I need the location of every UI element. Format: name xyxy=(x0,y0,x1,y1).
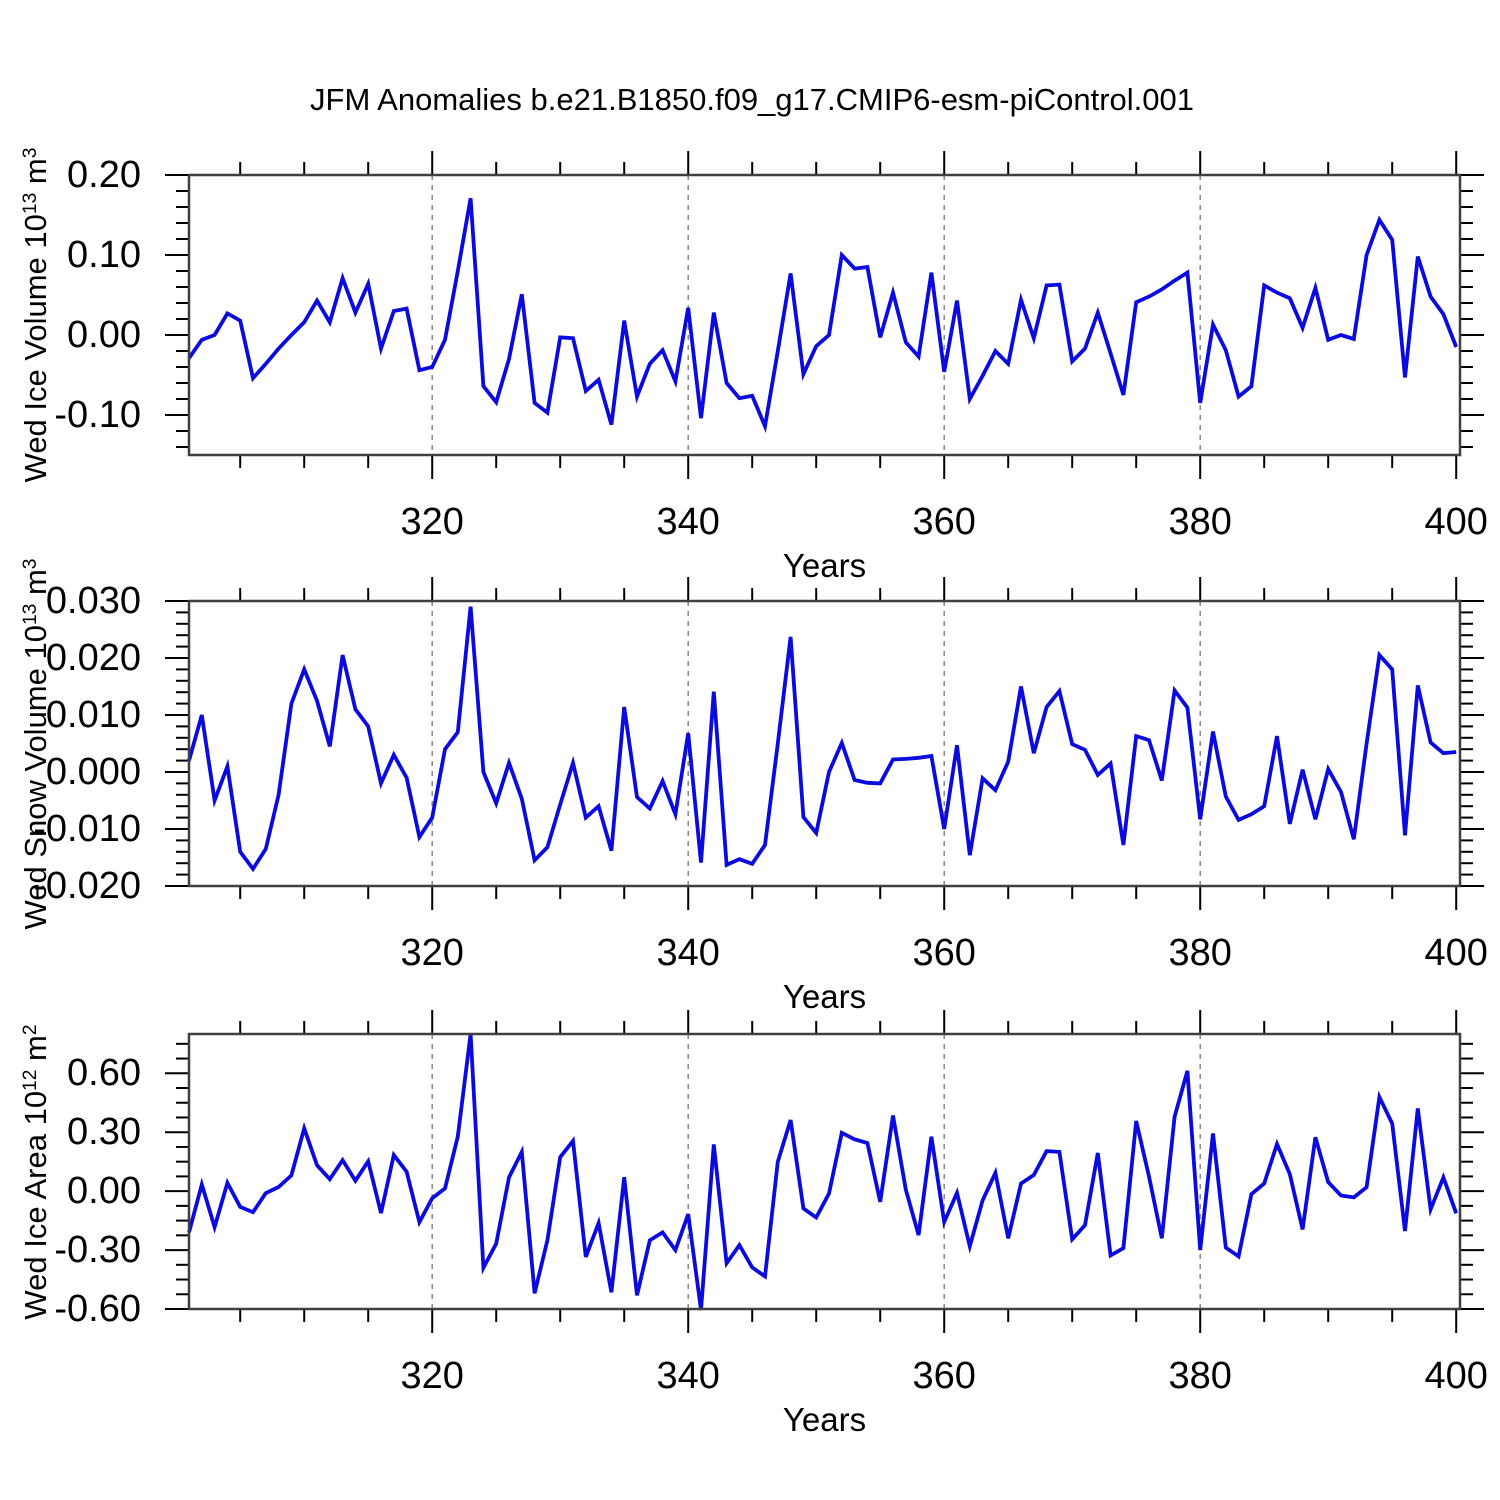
panel-frame xyxy=(187,1032,1462,1311)
y-axis-title-unit-exponent: 3 xyxy=(20,558,41,569)
y-tick-label: 0.60 xyxy=(67,1052,141,1095)
y-tick-label: -0.010 xyxy=(33,808,141,850)
y-tick-label: 0.010 xyxy=(45,694,141,736)
panel-frame xyxy=(187,599,1462,888)
x-tick-label: 380 xyxy=(1168,932,1232,974)
x-tick-label: 340 xyxy=(656,1355,720,1397)
x-tick-label: 320 xyxy=(400,501,464,543)
y-tick-label: 0.000 xyxy=(45,751,141,793)
x-tick-label: 400 xyxy=(1424,501,1488,543)
y-tick-label: -0.60 xyxy=(54,1288,141,1330)
y-tick-label: 0.020 xyxy=(45,637,141,679)
y-tick-label: 0.00 xyxy=(67,314,141,356)
series-line-wed_ice_volume xyxy=(187,197,1458,433)
x-tick-label: 400 xyxy=(1424,1355,1488,1397)
x-tick-label: 360 xyxy=(912,932,976,974)
y-axis-title-exponent: 13 xyxy=(20,192,41,215)
y-tick-label: 0.00 xyxy=(67,1170,141,1213)
y-tick-label: -0.10 xyxy=(54,394,141,436)
y-axis-title-unit-exponent: 2 xyxy=(20,1023,41,1035)
x-axis-label-years-panel-1: Years xyxy=(782,547,867,584)
x-tick-label: 340 xyxy=(656,501,720,543)
x-tick-label: 340 xyxy=(656,932,720,974)
y-tick-label: -0.30 xyxy=(54,1229,141,1272)
x-tick-label: 360 xyxy=(912,501,976,543)
x-tick-label: 400 xyxy=(1424,932,1488,974)
x-tick-label: 320 xyxy=(400,1355,464,1397)
y-tick-label: 0.20 xyxy=(67,154,141,196)
y-tick-label: 0.030 xyxy=(45,580,141,622)
x-axis-label-years-panel-2: Years xyxy=(782,978,867,1015)
series-line-wed_ice_area xyxy=(187,1033,1458,1311)
series-line-wed_snow_volume xyxy=(187,606,1457,873)
chart-title: JFM Anomalies b.e21.B1850.f09_g17.CMIP6-… xyxy=(310,82,1194,117)
x-tick-label: 380 xyxy=(1168,1355,1232,1397)
x-tick-label: 320 xyxy=(400,932,464,974)
x-axis-label-years-panel-3: Years xyxy=(782,1401,867,1438)
y-tick-label: 0.30 xyxy=(67,1111,141,1154)
panel-frame xyxy=(187,173,1462,457)
y-tick-label: -0.020 xyxy=(33,865,141,907)
x-tick-label: 360 xyxy=(912,1355,976,1397)
y-tick-label: 0.10 xyxy=(67,234,141,276)
x-tick-label: 380 xyxy=(1168,501,1232,543)
